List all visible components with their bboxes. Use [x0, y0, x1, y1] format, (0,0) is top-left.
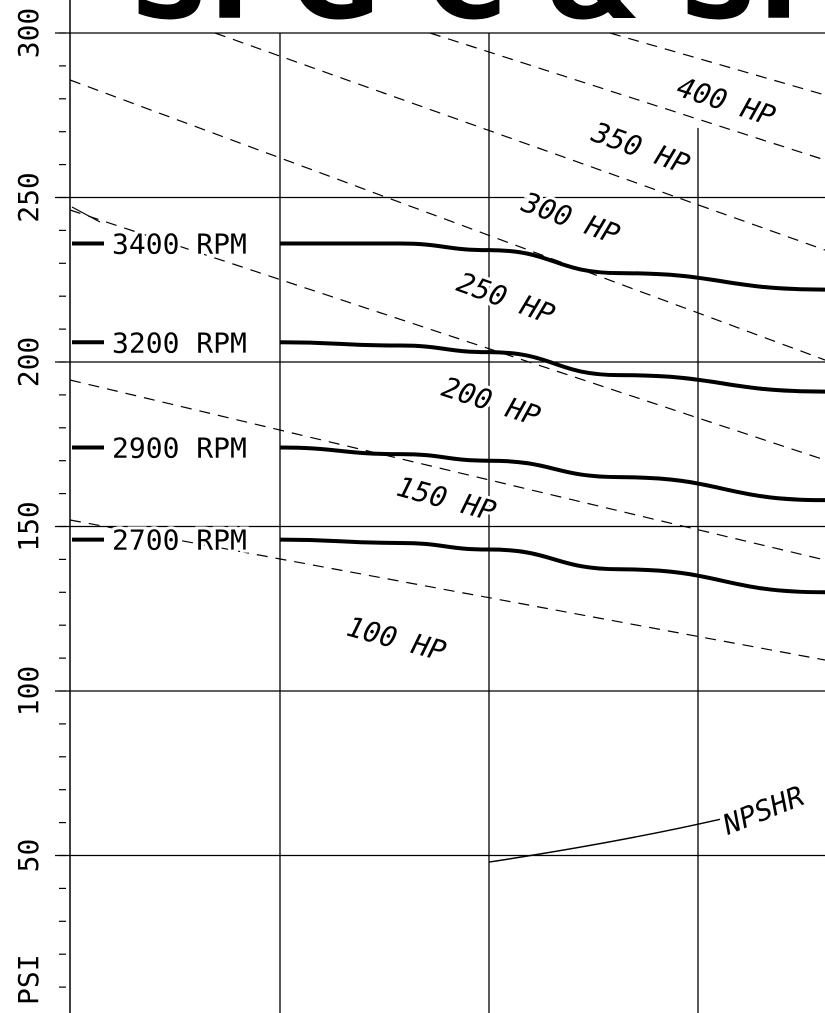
hp-line [69, 519, 825, 661]
grid [55, 32, 825, 1013]
rpm-curve-label: 3200 RPM [112, 326, 247, 359]
hp-line-stub [71, 206, 101, 223]
y-tick-label: 100 [12, 666, 45, 717]
hp-line [69, 379, 825, 561]
rpm-curve-label: 2900 RPM [112, 432, 247, 465]
npshr-label: NPSHR [717, 779, 808, 842]
y-tick-label: 300 [12, 8, 45, 59]
hp-line-label: 300 HP [517, 185, 624, 251]
y-tick-label: 150 [12, 501, 45, 552]
npshr-curve: NPSHR [488, 779, 809, 863]
npshr-curve-line [488, 818, 721, 863]
rpm-curve [279, 537, 825, 595]
rpm-curves: 3400 RPM 3200 RPM 2900 RPM 2700 RPM [72, 225, 825, 595]
rpm-curve [279, 340, 825, 394]
hp-line-label: 250 HP [453, 266, 559, 332]
y-tick-label: 50 [12, 839, 45, 873]
hp-line-label: 100 HP [343, 610, 449, 668]
rpm-curve [279, 445, 825, 503]
hp-line [214, 32, 825, 251]
y-axis: 300 250 200 150 100 50 PSI [12, 0, 71, 1013]
rpm-curve-label: 2700 RPM [112, 524, 247, 557]
hp-line-label: 350 HP [587, 115, 694, 181]
rpm-curve [280, 241, 825, 292]
chart-title-text: SPG-C & SPG SERIES [130, 0, 825, 44]
y-tick-label: 250 [12, 172, 45, 223]
chart-title: SPG-C & SPG SERIES [130, 0, 825, 44]
hp-line [69, 79, 825, 361]
hp-line-label: 400 HP [673, 70, 780, 133]
rpm-curve-label: 3400 RPM [112, 228, 247, 261]
hp-line-label: 200 HP [438, 370, 545, 433]
hp-line [429, 32, 825, 161]
y-axis-label: PSI [12, 954, 45, 1005]
y-tick-label: 200 [12, 337, 45, 388]
